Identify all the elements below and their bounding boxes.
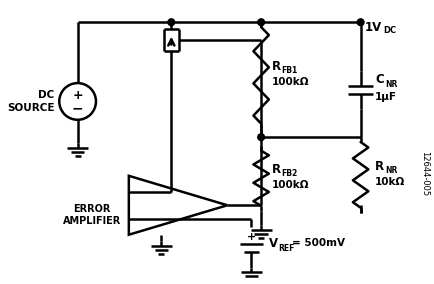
Text: C: C [374,73,383,86]
Text: 10kΩ: 10kΩ [374,177,404,187]
Text: R: R [271,163,280,176]
Circle shape [257,19,264,26]
Text: +: + [72,89,83,102]
Circle shape [356,19,363,26]
Text: DC: DC [382,26,395,35]
Text: FB1: FB1 [281,66,297,75]
Text: 100kΩ: 100kΩ [271,77,309,87]
Text: 1V: 1V [364,21,381,34]
Text: NR: NR [384,80,396,89]
Text: R: R [374,160,383,173]
Text: REF: REF [278,244,294,253]
Text: 1μF: 1μF [374,92,396,102]
Text: +: + [246,232,256,242]
Text: FB2: FB2 [281,169,297,178]
Text: = 500mV: = 500mV [291,238,344,248]
Text: V: V [268,237,277,250]
Circle shape [168,19,174,26]
Circle shape [257,134,264,141]
Text: −: − [72,101,83,115]
Text: ERROR
AMPLIFIER: ERROR AMPLIFIER [62,204,121,226]
Text: 12644-005: 12644-005 [419,151,428,197]
Text: NR: NR [384,166,396,174]
Text: 100kΩ: 100kΩ [271,180,309,190]
Text: DC
SOURCE: DC SOURCE [7,90,54,113]
Text: R: R [271,60,280,73]
